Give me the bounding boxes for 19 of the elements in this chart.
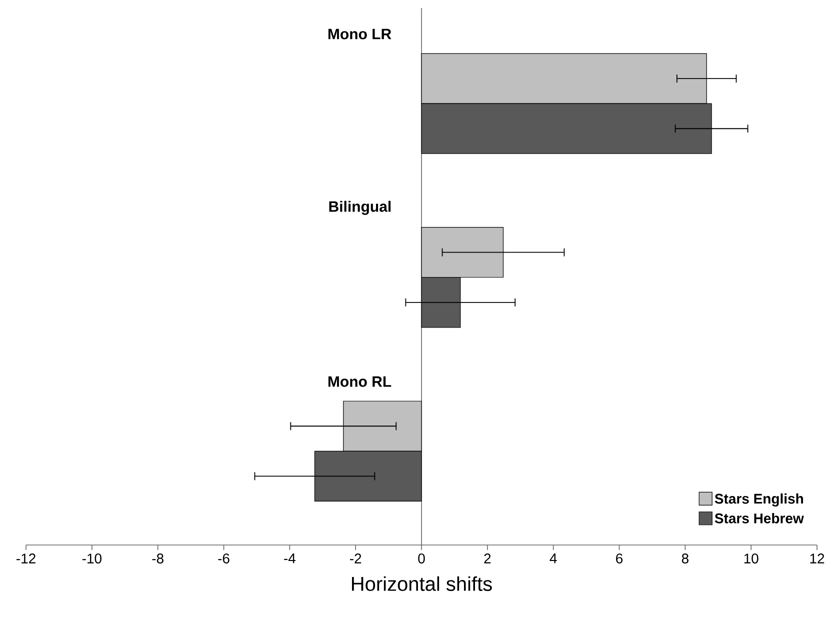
- x-tick-label: 8: [682, 554, 688, 564]
- x-tick-label: -12: [16, 554, 36, 564]
- x-tick-label: -8: [152, 554, 164, 564]
- x-tick-label: -4: [284, 554, 296, 564]
- x-tick-label: 2: [484, 554, 491, 564]
- x-tick-label: 4: [550, 554, 557, 564]
- y-tick-label: Mono RL: [328, 376, 392, 387]
- legend-label: Stars English: [714, 493, 804, 507]
- legend-label: Stars Hebrew: [714, 513, 804, 524]
- x-tick-label: 10: [744, 554, 758, 564]
- x-tick-label: -6: [218, 554, 230, 564]
- x-axis-title: Horizontal shifts: [352, 576, 492, 591]
- x-tick-label: 6: [616, 554, 623, 564]
- x-tick-label: 0: [418, 554, 425, 564]
- x-tick-label: -2: [350, 554, 362, 564]
- y-tick-label: Mono LR: [328, 28, 392, 40]
- x-tick-label: -10: [82, 554, 102, 564]
- x-tick-label: 12: [810, 554, 824, 564]
- y-tick-label: Bilingual: [329, 200, 391, 215]
